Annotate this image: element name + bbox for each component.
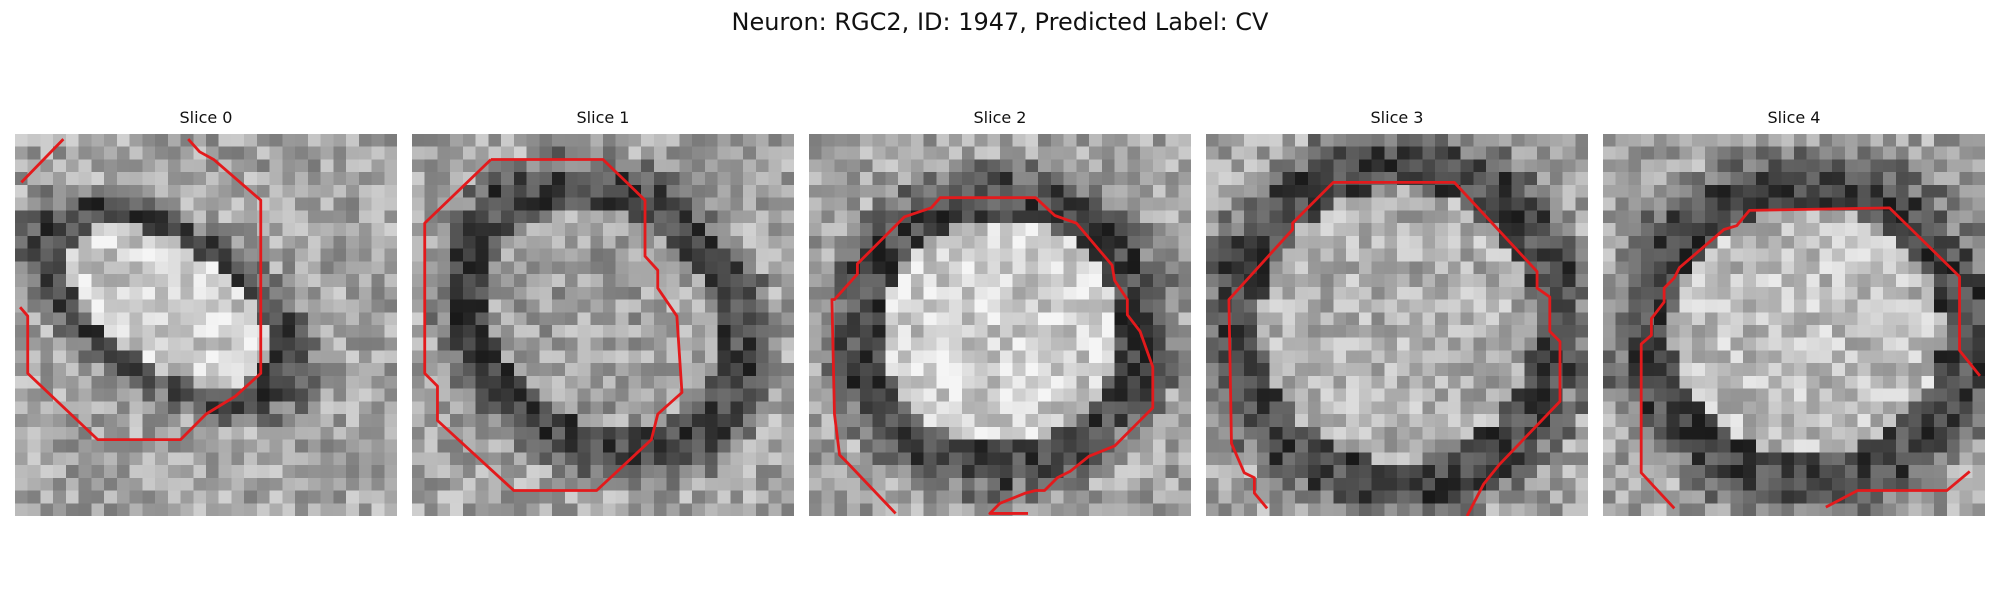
slice-image-4 bbox=[1603, 134, 1985, 516]
slice-image-0 bbox=[15, 134, 397, 516]
slice-title-2: Slice 2 bbox=[973, 108, 1027, 127]
slice-title-4: Slice 4 bbox=[1767, 108, 1821, 127]
figure-title: Neuron: RGC2, ID: 1947, Predicted Label:… bbox=[731, 8, 1269, 36]
contour-line bbox=[423, 158, 684, 492]
slice-image-3 bbox=[1206, 134, 1588, 516]
slice-title-1: Slice 1 bbox=[576, 108, 630, 127]
slice-image-2 bbox=[809, 134, 1191, 516]
contour-line bbox=[1227, 180, 1562, 516]
slice-image-1 bbox=[412, 134, 794, 516]
slice-panel-3: Slice 3 bbox=[1206, 108, 1588, 518]
contour-line bbox=[830, 196, 1155, 515]
slice-title-3: Slice 3 bbox=[1370, 108, 1424, 127]
slice-panel-1: Slice 1 bbox=[412, 108, 794, 518]
contour-line bbox=[1639, 206, 1982, 510]
slice-panel-4: Slice 4 bbox=[1603, 108, 1985, 518]
slice-title-0: Slice 0 bbox=[179, 108, 233, 127]
contour-line bbox=[1825, 470, 1971, 509]
contour-line bbox=[19, 138, 263, 442]
slice-panel-2: Slice 2 bbox=[809, 108, 1191, 518]
contour-line bbox=[20, 138, 65, 184]
slice-panels: Slice 0 Slice 1 Slice 2 Slice 3 Slice 4 bbox=[15, 108, 1985, 518]
slice-panel-0: Slice 0 bbox=[15, 108, 397, 518]
